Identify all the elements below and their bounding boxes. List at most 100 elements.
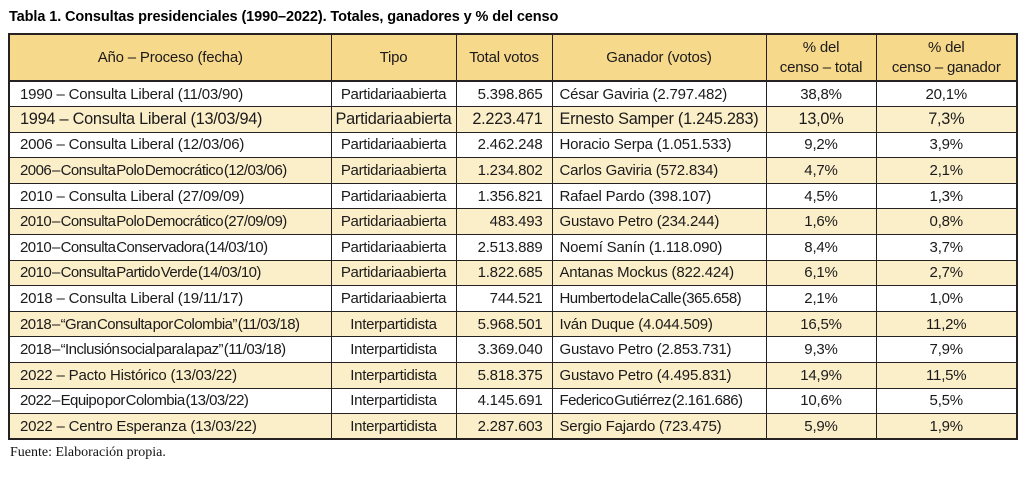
source-note: Fuente: Elaboración propia. (10, 445, 166, 461)
table-row: 2022 – Pacto Histórico (13/03/22) Interpa… (8, 362, 1018, 389)
cell-ganador: Rafael Pardo (398.107) (551, 182, 767, 210)
cell-tipo: Partidaria abierta (330, 131, 457, 159)
cell-pct-censo-ganador: 1,0% (875, 285, 1018, 312)
cell-pct-censo-total: 5,9% (765, 413, 877, 440)
cell-total-votos: 2.223.471 (455, 106, 553, 133)
header-pct-censo-total: % del censo – total (765, 33, 877, 82)
cell-proceso: 1994 – Consulta Liberal (13/03/94) (8, 106, 332, 133)
cell-proceso: 2006 – Consulta Polo Democrático (12/03/… (8, 157, 332, 184)
cell-pct-censo-total: 8,4% (765, 234, 877, 261)
table-row: 2010 – Consulta Partido Verde (14/03/10)… (8, 259, 1018, 287)
cell-pct-censo-total: 9,3% (765, 336, 877, 364)
cell-total-votos: 744.521 (455, 285, 553, 312)
cell-ganador: Noemí Sanín (1.118.090) (551, 234, 767, 261)
table-row: 2010 – Consulta Polo Democrático (27/09/… (8, 208, 1018, 236)
cell-ganador: Gustavo Petro (234.244) (551, 208, 767, 236)
cell-pct-censo-ganador: 2,7% (875, 259, 1018, 287)
cell-ganador: Ernesto Samper (1.245.283) (551, 106, 767, 133)
table-row: 2022 – Centro Esperanza (13/03/22) Interp… (8, 413, 1018, 440)
cell-total-votos: 483.493 (455, 208, 553, 236)
table-row: 2006 – Consulta Liberal (12/03/06) Partid… (8, 131, 1018, 159)
table-row: 2006 – Consulta Polo Democrático (12/03/… (8, 157, 1018, 184)
cell-pct-censo-ganador: 7,9% (875, 336, 1018, 364)
cell-tipo: Partidaria abierta (330, 259, 457, 287)
cell-total-votos: 3.369.040 (455, 336, 553, 364)
cell-ganador: Horacio Serpa (1.051.533) (551, 131, 767, 159)
cell-tipo: Interpartidista (330, 310, 457, 338)
header-ganador: Ganador (votos) (551, 33, 767, 82)
document-page: Tabla 1. Consultas presidenciales (1990–… (8, 9, 1018, 461)
cell-total-votos: 5.818.375 (455, 362, 553, 389)
cell-pct-censo-total: 9,2% (765, 131, 877, 159)
cell-proceso: 2006 – Consulta Liberal (12/03/06) (8, 131, 332, 159)
header-total-votos: Total votos (455, 33, 553, 82)
cell-pct-censo-ganador: 20,1% (875, 80, 1018, 108)
cell-pct-censo-ganador: 5,5% (875, 387, 1018, 415)
cell-proceso: 2022 – Pacto Histórico (13/03/22) (8, 362, 332, 389)
table-caption: Tabla 1. Consultas presidenciales (1990–… (9, 9, 559, 25)
table-row: 2018 – “Inclusión social para la paz” (1… (8, 336, 1018, 364)
cell-proceso: 2010 – Consulta Liberal (27/09/09) (8, 182, 332, 210)
cell-total-votos: 1.822.685 (455, 259, 553, 287)
table-row: 2010 – Consulta Conservadora (14/03/10) P… (8, 234, 1018, 261)
cell-tipo: Partidaria abierta (330, 234, 457, 261)
cell-proceso: 1990 – Consulta Liberal (11/03/90) (8, 80, 332, 108)
cell-pct-censo-total: 1,6% (765, 208, 877, 236)
cell-tipo: Interpartidista (330, 362, 457, 389)
cell-pct-censo-ganador: 2,1% (875, 157, 1018, 184)
cell-tipo: Partidaria abierta (330, 106, 457, 133)
cell-total-votos: 5.398.865 (455, 80, 553, 108)
cell-pct-censo-ganador: 3,7% (875, 234, 1018, 261)
cell-tipo: Interpartidista (330, 336, 457, 364)
table-header: Año – Proceso (fecha) Tipo Total votos G… (8, 33, 1018, 82)
cell-total-votos: 1.356.821 (455, 182, 553, 210)
table-row: 1994 – Consulta Liberal (13/03/94) Partid… (8, 106, 1018, 133)
cell-ganador: Sergio Fajardo (723.475) (551, 413, 767, 440)
table-row: 1990 – Consulta Liberal (11/03/90) Partid… (8, 80, 1018, 108)
cell-total-votos: 2.287.603 (455, 413, 553, 440)
cell-ganador: Gustavo Petro (4.495.831) (551, 362, 767, 389)
cell-proceso: 2018 – “Inclusión social para la paz” (1… (8, 336, 332, 364)
cell-total-votos: 2.513.889 (455, 234, 553, 261)
cell-total-votos: 2.462.248 (455, 131, 553, 159)
cell-total-votos: 4.145.691 (455, 387, 553, 415)
cell-ganador: Carlos Gaviria (572.834) (551, 157, 767, 184)
cell-ganador: Federico Gutiérrez (2.161.686) (551, 387, 767, 415)
header-ano-proceso: Año – Proceso (fecha) (8, 33, 332, 82)
cell-pct-censo-ganador: 11,5% (875, 362, 1018, 389)
header-pct-censo-ganador: % del censo – ganador (875, 33, 1018, 82)
header-row: Año – Proceso (fecha) Tipo Total votos G… (8, 33, 1018, 82)
cell-pct-censo-total: 6,1% (765, 259, 877, 287)
header-tipo: Tipo (330, 33, 457, 82)
cell-pct-censo-total: 38,8% (765, 80, 877, 108)
cell-pct-censo-total: 13,0% (765, 106, 877, 133)
table-row: 2010 – Consulta Liberal (27/09/09) Partid… (8, 182, 1018, 210)
cell-tipo: Partidaria abierta (330, 208, 457, 236)
cell-ganador: Antanas Mockus (822.424) (551, 259, 767, 287)
cell-tipo: Partidaria abierta (330, 285, 457, 312)
cell-total-votos: 5.968.501 (455, 310, 553, 338)
cell-total-votos: 1.234.802 (455, 157, 553, 184)
cell-proceso: 2010 – Consulta Partido Verde (14/03/10) (8, 259, 332, 287)
cell-pct-censo-total: 10,6% (765, 387, 877, 415)
consultas-table: Año – Proceso (fecha) Tipo Total votos G… (8, 33, 1018, 441)
cell-tipo: Interpartidista (330, 387, 457, 415)
cell-proceso: 2018 – Consulta Liberal (19/11/17) (8, 285, 332, 312)
cell-pct-censo-ganador: 1,3% (875, 182, 1018, 210)
cell-pct-censo-total: 2,1% (765, 285, 877, 312)
cell-pct-censo-ganador: 3,9% (875, 131, 1018, 159)
cell-proceso: 2022 – Centro Esperanza (13/03/22) (8, 413, 332, 440)
table-row: 2018 – “Gran Consulta por Colombia” (11/… (8, 310, 1018, 338)
cell-pct-censo-total: 16,5% (765, 310, 877, 338)
table-row: 2018 – Consulta Liberal (19/11/17) Partid… (8, 285, 1018, 312)
table-row: 2022 – Equipo por Colombia (13/03/22) Int… (8, 387, 1018, 415)
cell-ganador: Iván Duque (4.044.509) (551, 310, 767, 338)
cell-pct-censo-ganador: 7,3% (875, 106, 1018, 133)
cell-ganador: Gustavo Petro (2.853.731) (551, 336, 767, 364)
cell-proceso: 2018 – “Gran Consulta por Colombia” (11/… (8, 310, 332, 338)
cell-proceso: 2010 – Consulta Conservadora (14/03/10) (8, 234, 332, 261)
cell-proceso: 2022 – Equipo por Colombia (13/03/22) (8, 387, 332, 415)
cell-tipo: Partidaria abierta (330, 157, 457, 184)
cell-pct-censo-ganador: 11,2% (875, 310, 1018, 338)
cell-pct-censo-ganador: 1,9% (875, 413, 1018, 440)
